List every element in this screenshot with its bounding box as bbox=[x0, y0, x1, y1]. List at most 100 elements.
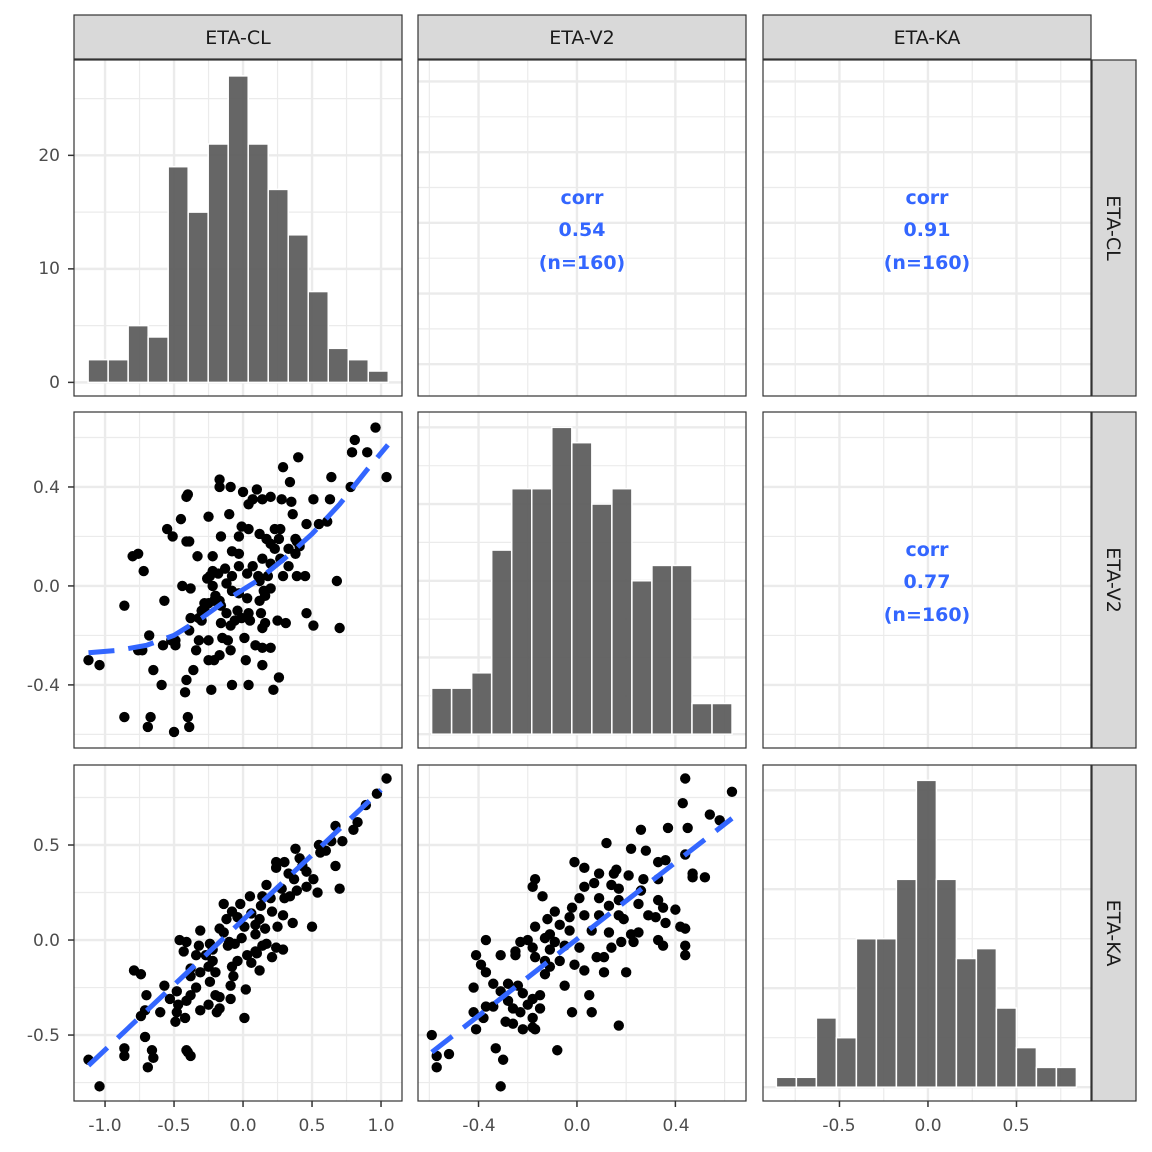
scatter-point bbox=[349, 434, 361, 446]
scatter-point bbox=[257, 553, 268, 564]
scatter-point bbox=[253, 570, 264, 582]
scatter-point bbox=[495, 1081, 506, 1092]
x-tick-label: -1.0 bbox=[88, 1116, 121, 1136]
scatter-point bbox=[226, 679, 238, 691]
scatter-point bbox=[620, 967, 632, 978]
scatter-point bbox=[181, 674, 192, 686]
histogram-bar bbox=[671, 564, 693, 735]
scatter-point bbox=[228, 970, 239, 982]
scatter-point bbox=[257, 659, 268, 671]
y-tick-label: 0.0 bbox=[33, 931, 60, 951]
scatter-point bbox=[682, 822, 693, 834]
scatter-point bbox=[370, 422, 381, 433]
scatter-point bbox=[279, 856, 290, 868]
scatter-point bbox=[495, 950, 506, 961]
scatter-point bbox=[168, 726, 180, 738]
histogram-bar bbox=[367, 370, 390, 384]
histogram-bar bbox=[327, 347, 350, 384]
strip-top-eta-cl: ETA-CL bbox=[73, 14, 403, 60]
scatter-point bbox=[236, 612, 247, 624]
scatter-point bbox=[225, 645, 236, 656]
scatter-point bbox=[185, 612, 196, 624]
scatter-point bbox=[210, 967, 221, 978]
x-tick-label: -0.5 bbox=[822, 1116, 855, 1136]
scatter-point bbox=[195, 925, 206, 936]
scatter-point bbox=[269, 543, 280, 555]
strip-label: ETA-V2 bbox=[1102, 547, 1124, 613]
y-axis-row2: 0.4 0.0 -0.4 bbox=[27, 478, 60, 696]
scatter-point bbox=[203, 635, 214, 646]
histogram-bar bbox=[875, 937, 898, 1088]
scatter-point bbox=[244, 891, 256, 902]
x-axis-col2: -0.4 0.0 0.4 bbox=[462, 1116, 689, 1136]
scatter-point bbox=[257, 494, 268, 505]
scatter-point bbox=[680, 773, 691, 784]
scatter-point bbox=[315, 847, 326, 858]
scatter-point bbox=[579, 862, 590, 874]
histogram-bar bbox=[815, 1017, 838, 1088]
scatter-point bbox=[337, 836, 348, 847]
histogram-bar bbox=[287, 234, 309, 384]
scatter-point bbox=[588, 877, 600, 889]
x-tick-label: 1.0 bbox=[367, 1116, 394, 1136]
scatter-point bbox=[291, 885, 303, 896]
scatter-point bbox=[308, 620, 319, 631]
scatter-point bbox=[139, 1031, 151, 1043]
histogram-bar bbox=[510, 487, 533, 735]
scatter-point bbox=[237, 486, 249, 498]
scatter-point bbox=[94, 659, 105, 671]
scatter-point bbox=[662, 822, 674, 834]
scatter-point bbox=[559, 980, 570, 991]
x-axis-col3: -0.5 0.0 0.5 bbox=[822, 1116, 1029, 1136]
scatter-point bbox=[232, 955, 243, 967]
x-tick-label: 0.0 bbox=[229, 1116, 256, 1136]
scatter-point bbox=[381, 471, 392, 483]
scatter-point bbox=[273, 672, 285, 683]
scatter-point bbox=[346, 447, 358, 458]
scatter-point bbox=[529, 951, 541, 963]
scatter-point bbox=[250, 919, 261, 931]
scatter-point bbox=[517, 1024, 529, 1035]
scatter-point bbox=[443, 1048, 455, 1060]
scatter-point bbox=[259, 923, 271, 934]
scatter-point bbox=[306, 921, 318, 932]
scatter-point bbox=[497, 1054, 509, 1065]
histogram-bar bbox=[470, 672, 493, 735]
scatter-point bbox=[301, 881, 312, 893]
scatter-point bbox=[286, 496, 297, 508]
corr-title: corr bbox=[905, 539, 949, 561]
y-tick-label: 0.0 bbox=[33, 577, 60, 597]
histogram-bar bbox=[691, 702, 713, 735]
scatter-point bbox=[239, 1012, 250, 1024]
scatter-point bbox=[574, 893, 585, 904]
scatter-point bbox=[235, 898, 246, 910]
scatter-point bbox=[283, 560, 294, 572]
scatter-point bbox=[206, 684, 217, 696]
y-axis-row1: 0 10 20 bbox=[38, 146, 60, 393]
scatter-point bbox=[554, 919, 565, 931]
scatter-point bbox=[255, 900, 267, 912]
scatter-point bbox=[221, 913, 232, 925]
histogram-bar bbox=[795, 1076, 818, 1088]
scatter-point bbox=[660, 917, 671, 929]
histogram-bar bbox=[935, 878, 958, 1088]
scatter-point bbox=[161, 523, 173, 535]
scatter-point bbox=[210, 590, 221, 602]
scatter-point bbox=[224, 936, 235, 948]
scatter-point bbox=[293, 452, 304, 463]
corr-label-ka-cl: corr 0.91 (n=160) bbox=[884, 187, 970, 274]
scatter-point bbox=[276, 494, 287, 505]
scatter-point bbox=[214, 991, 225, 1003]
scatter-point bbox=[566, 902, 578, 913]
corr-label-v2-cl: corr 0.54 (n=160) bbox=[539, 187, 625, 274]
scatter-point bbox=[638, 874, 649, 885]
strip-right-eta-v2: ETA-V2 bbox=[1091, 411, 1137, 749]
scatter-point bbox=[324, 494, 336, 505]
scatter-point bbox=[468, 982, 479, 993]
scatter-point bbox=[549, 906, 561, 917]
scatter-point bbox=[240, 654, 251, 666]
scatter-point bbox=[265, 491, 276, 503]
scatter-point bbox=[119, 1050, 130, 1062]
scatter-point bbox=[184, 721, 195, 733]
panel-border bbox=[417, 411, 747, 749]
